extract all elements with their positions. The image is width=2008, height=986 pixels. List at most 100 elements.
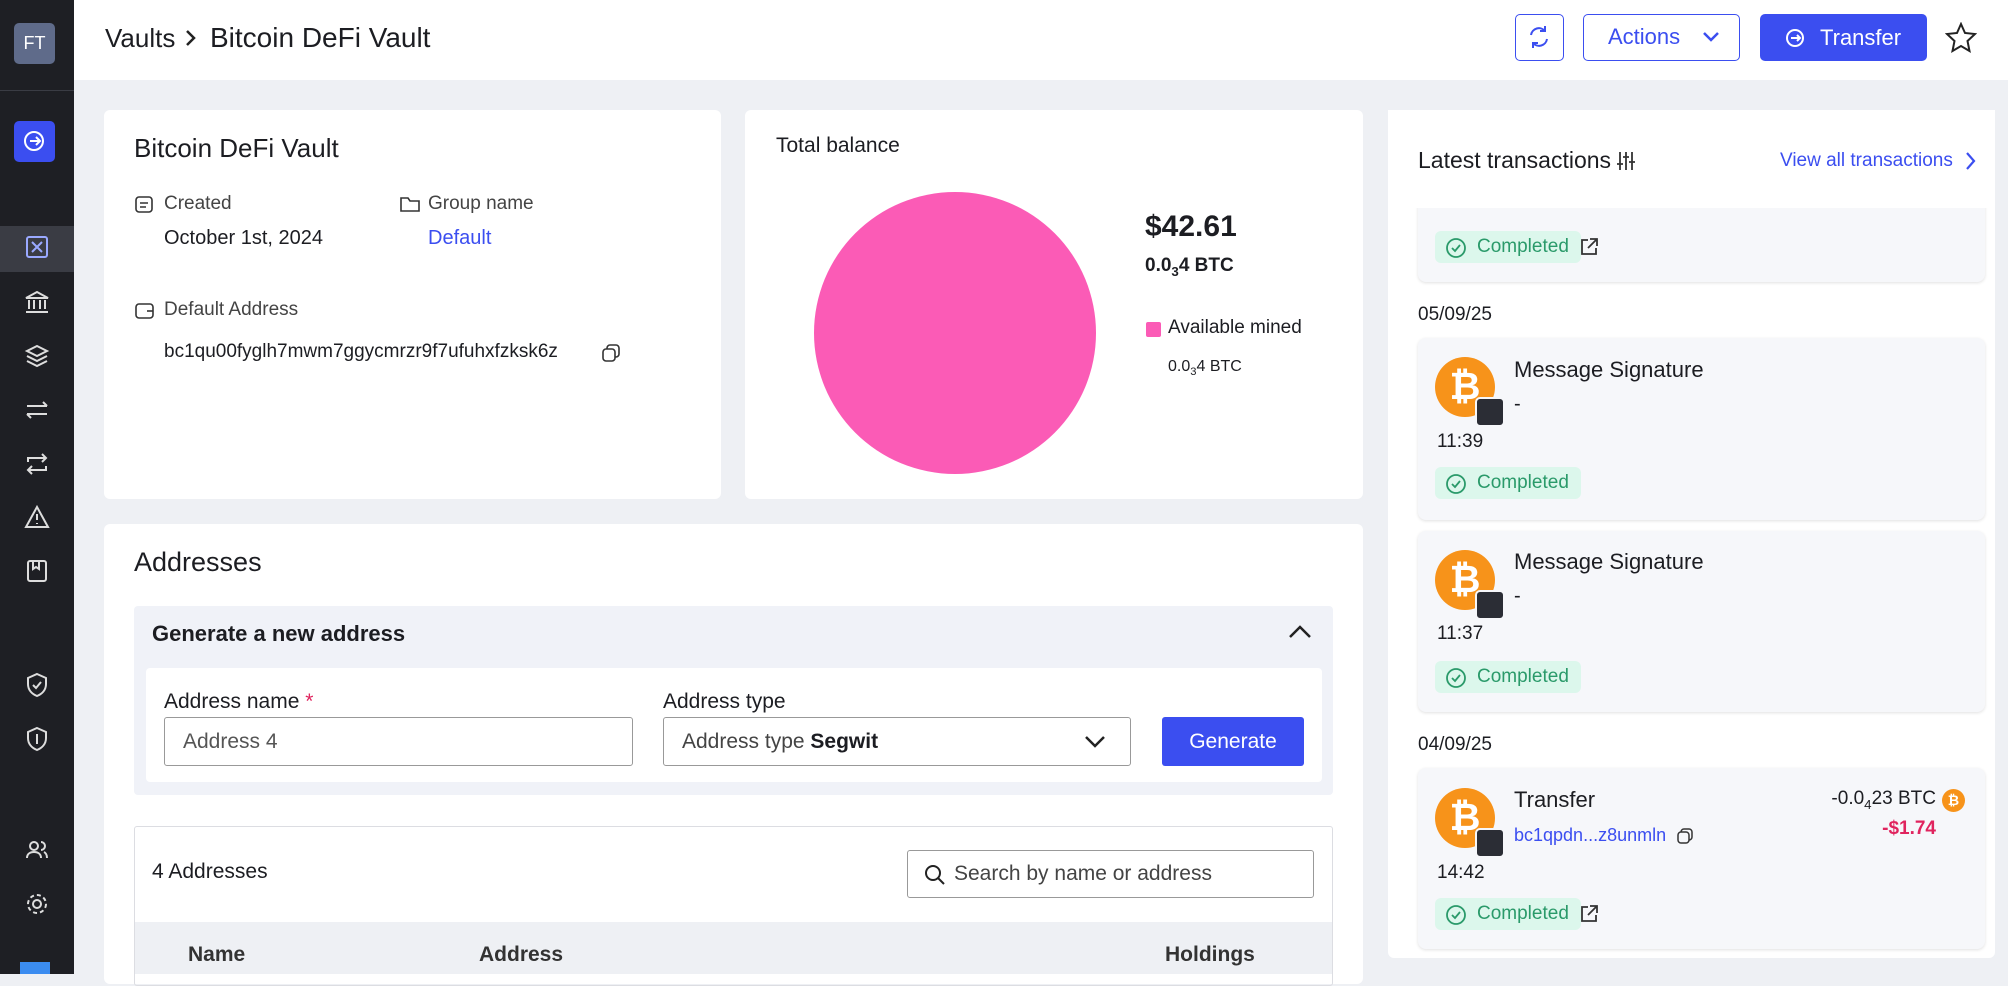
group-label: Group name	[428, 193, 534, 214]
connect-button[interactable]	[14, 121, 55, 162]
copy-icon[interactable]	[600, 342, 622, 364]
tx-usd: -$1.74	[1882, 818, 1936, 839]
nav-shield[interactable]	[24, 672, 50, 698]
refresh-button[interactable]	[1515, 14, 1564, 61]
date-heading: 05/09/25	[1418, 304, 1492, 325]
filter-icon[interactable]	[1616, 150, 1636, 172]
tx-time: 11:39	[1437, 431, 1484, 452]
group-link[interactable]: Default	[428, 227, 492, 249]
generate-form	[146, 668, 1322, 782]
favorite-star[interactable]	[1945, 22, 1977, 54]
amount-tail: 23 BTC	[1871, 788, 1936, 809]
btc-lead: 0.0	[1168, 358, 1191, 375]
column-header: Holdings	[1165, 943, 1255, 966]
created-date: October 1st, 2024	[164, 227, 323, 249]
type-select[interactable]: Address type Segwit	[663, 717, 1131, 766]
column-header: Address	[479, 943, 564, 966]
external-link[interactable]	[1578, 903, 1600, 925]
address-count: 4 Addresses	[152, 860, 268, 883]
legend-label: Available mined	[1168, 317, 1302, 338]
btc-sub: 3	[1171, 263, 1179, 279]
required-mark: *	[305, 690, 314, 713]
balance-usd: $42.61	[1145, 210, 1237, 243]
status-text: Completed	[1477, 472, 1569, 493]
sidebar: FT	[0, 0, 74, 974]
created-label: Created	[164, 193, 232, 214]
nav-alerts[interactable]	[24, 504, 50, 530]
column-header: Name	[188, 943, 246, 966]
active-nav	[0, 226, 74, 272]
transfer-button[interactable]: Transfer	[1760, 14, 1927, 61]
divider	[0, 90, 74, 91]
default-address: bc1qu00fyglh7mwm7ggycmrzr9f7ufuhxfzksk6z	[164, 341, 558, 362]
amount-lead: -0.0	[1831, 788, 1865, 809]
breadcrumb-separator	[186, 30, 196, 46]
folder-icon	[400, 197, 420, 212]
table-header	[135, 922, 1332, 974]
btc-sub: 3	[1190, 366, 1197, 379]
tx-amount: -0.0423 BTC	[1831, 788, 1936, 812]
balance-pie	[814, 192, 1096, 474]
copy-icon[interactable]	[1675, 826, 1695, 846]
tx-time: 11:37	[1437, 623, 1484, 644]
amount-sub: 4	[1864, 796, 1872, 812]
top-bar	[74, 0, 2008, 80]
status-text: Completed	[1477, 666, 1569, 687]
transactions-header	[1388, 110, 1995, 208]
type-label: Address type	[663, 690, 786, 713]
logo	[20, 962, 50, 974]
generate-button[interactable]: Generate	[1162, 717, 1304, 766]
tx-title: Message Signature	[1514, 549, 1704, 574]
wallet-icon	[135, 303, 154, 319]
transactions-title: Latest transactions	[1418, 147, 1612, 173]
status-text: Completed	[1477, 236, 1569, 257]
pie-slice	[814, 192, 1096, 474]
search-input[interactable]: Search by name or address	[907, 850, 1314, 898]
status-badge: Completed	[1435, 467, 1581, 499]
btc-small-icon: ₿	[1942, 789, 1965, 812]
chevron-right	[1966, 152, 1976, 170]
btc-tail: 4 BTC	[1196, 358, 1242, 375]
status-badge: Completed	[1435, 898, 1581, 930]
status-text: Completed	[1477, 903, 1569, 924]
external-link[interactable]	[1578, 236, 1600, 258]
btc-lead: 0.0	[1145, 255, 1172, 276]
date-heading: 04/09/25	[1418, 734, 1492, 755]
address-label: Default Address	[164, 299, 299, 320]
breadcrumb-link[interactable]: Vaults	[105, 23, 176, 53]
select-prefix: Address type	[682, 730, 805, 753]
generate-title: Generate a new address	[152, 621, 406, 646]
nav-settings[interactable]	[24, 891, 50, 917]
balance-title: Total balance	[776, 134, 900, 157]
transfer-label: Transfer	[1820, 25, 1902, 50]
legend-swatch	[1146, 322, 1161, 337]
tx-address[interactable]: bc1qpdn...z8unmln	[1514, 825, 1667, 845]
search-placeholder: Search by name or address	[954, 862, 1212, 885]
status-badge: Completed	[1435, 231, 1581, 263]
nav-users[interactable]	[24, 837, 50, 863]
nav-bank[interactable]	[24, 289, 50, 315]
status-badge: Completed	[1435, 661, 1581, 693]
collapse-icon[interactable]	[1288, 624, 1312, 640]
select-value: Segwit	[810, 730, 879, 753]
btc-icon: ₿	[1435, 550, 1505, 620]
nav-vault[interactable]	[24, 234, 50, 260]
nav-transfers[interactable]	[24, 397, 50, 423]
breadcrumb-current: Bitcoin DeFi Vault	[210, 22, 431, 53]
avatar[interactable]: FT	[14, 23, 55, 64]
view-all-link[interactable]: View all transactions	[1780, 150, 1953, 171]
nav-policy[interactable]	[24, 726, 50, 752]
btc-tail: 4 BTC	[1178, 255, 1234, 276]
actions-button[interactable]: Actions	[1583, 14, 1740, 61]
name-input[interactable]: Address 4	[164, 717, 633, 766]
nav-book[interactable]	[24, 558, 50, 584]
vault-card	[104, 110, 721, 499]
nav-layers[interactable]	[24, 343, 50, 369]
btc-icon: ₿	[1435, 357, 1505, 427]
balance-btc: 0.034 BTC	[1145, 255, 1234, 279]
nav-swap[interactable]	[24, 451, 50, 477]
tx-title: Message Signature	[1514, 357, 1704, 382]
btc-icon: ₿	[1435, 788, 1505, 858]
name-label: Address name *	[164, 690, 313, 714]
